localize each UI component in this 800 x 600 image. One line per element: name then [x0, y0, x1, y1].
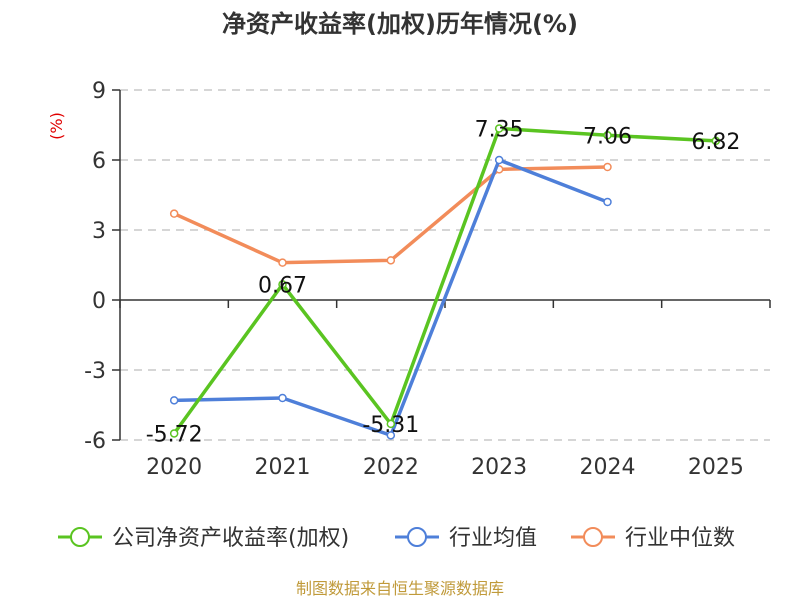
y-axis-unit: (%)	[47, 112, 66, 140]
legend-marker	[70, 527, 90, 547]
data-point	[278, 280, 287, 289]
y-tick-label: -6	[84, 429, 106, 454]
data-point	[386, 256, 396, 265]
y-tick-label: 3	[92, 219, 106, 244]
series-line-0	[172, 126, 716, 435]
data-point	[169, 429, 179, 438]
data-point	[278, 393, 287, 403]
source-note: 制图数据来自恒生聚源数据库	[296, 579, 504, 598]
data-label: -5.72	[146, 422, 203, 447]
series-line-1	[174, 158, 609, 438]
axes	[119, 90, 770, 440]
x-tick-label: 2020	[146, 455, 202, 480]
y-tick-label: 6	[92, 149, 106, 174]
legend-marker	[407, 527, 427, 547]
data-point	[386, 419, 396, 429]
data-point	[169, 209, 179, 218]
series-line-2	[173, 165, 608, 265]
chart-title: 净资产收益率(加权)历年情况(%)	[222, 10, 578, 38]
y-tick-label: -3	[84, 359, 106, 384]
legend-label: 行业均值	[449, 526, 537, 551]
legend-label: 公司净资产收益率(加权)	[112, 526, 349, 551]
x-tick-label: 2023	[471, 455, 527, 480]
data-label: 7.06	[583, 124, 632, 149]
data-point	[603, 197, 612, 207]
data-point	[278, 258, 287, 267]
y-tick-label: 9	[92, 79, 106, 104]
data-point	[603, 131, 612, 140]
y-tick-label: 0	[92, 289, 106, 314]
data-point	[494, 155, 504, 165]
series-lines	[169, 124, 721, 440]
x-tick-label: 2025	[688, 455, 744, 480]
data-label: -5.31	[362, 413, 419, 438]
data-label: 6.82	[691, 130, 740, 155]
y-axis-ticks: 9 6 3 0 -3 -6	[84, 79, 120, 454]
data-point	[386, 431, 396, 440]
x-tick-label: 2024	[580, 455, 636, 480]
x-tick-label: 2021	[255, 455, 311, 480]
data-point	[711, 136, 721, 146]
data-labels: -5.72 0.67 -5.31 7.35 7.06 6.82	[146, 118, 741, 448]
data-label: 7.35	[475, 118, 524, 143]
data-label: 0.67	[258, 273, 307, 298]
legend: 公司净资产收益率(加权) 行业均值 行业中位数	[58, 526, 735, 551]
legend-marker	[583, 527, 603, 547]
x-tick-label: 2022	[363, 455, 419, 480]
data-point	[494, 124, 504, 133]
grid-lines	[120, 89, 770, 441]
data-point	[603, 162, 612, 172]
data-point	[169, 396, 179, 405]
x-axis-ticks: 2020 2021 2022 2023 2024 2025	[119, 300, 771, 480]
legend-label: 行业中位数	[625, 526, 735, 551]
